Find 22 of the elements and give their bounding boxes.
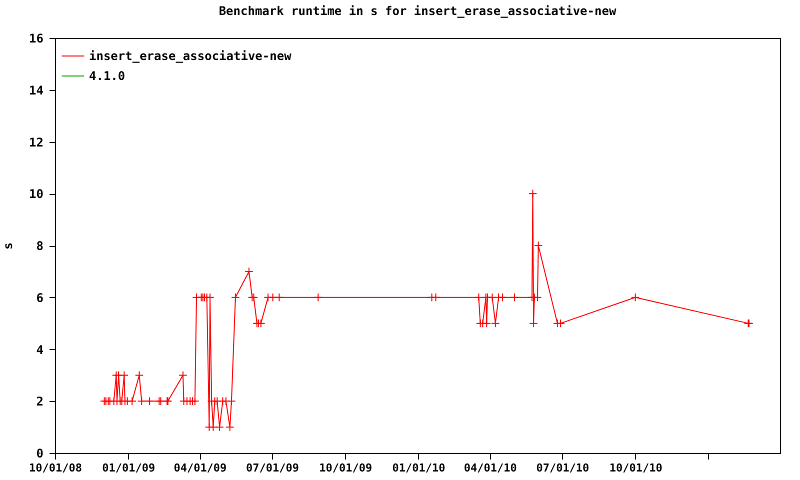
x-tick-label: 10/01/10 — [609, 462, 662, 474]
y-tick-label: 12 — [29, 135, 44, 150]
y-axis-title: s — [1, 242, 16, 250]
chart-title: Benchmark runtime in s for insert_erase_associative-new — [218, 4, 617, 18]
y-tick-label: 4 — [36, 342, 44, 357]
y-tick-label: 0 — [36, 446, 44, 460]
x-tick-label: 01/01/09 — [102, 462, 156, 474]
x-tick-label: 10/01/08 — [29, 462, 82, 474]
y-tick-label: 16 — [29, 32, 44, 46]
x-tick-label: 04/01/09 — [174, 462, 227, 474]
legend-label: 4.1.0 — [89, 69, 126, 83]
x-tick-label: 07/01/10 — [536, 462, 590, 474]
x-tick-label: 04/01/10 — [464, 462, 517, 474]
y-tick-label: 2 — [36, 394, 44, 409]
y-tick-label: 14 — [29, 83, 44, 98]
y-tick-label: 6 — [36, 290, 44, 305]
y-tick-label: 8 — [36, 239, 44, 253]
x-tick-label: 01/01/10 — [392, 462, 446, 474]
legend-label: insert_erase_associative-new — [89, 49, 292, 63]
y-tick-label: 10 — [29, 187, 44, 202]
x-tick-label: 10/01/09 — [319, 462, 372, 474]
x-tick-label: 07/01/09 — [246, 462, 300, 474]
